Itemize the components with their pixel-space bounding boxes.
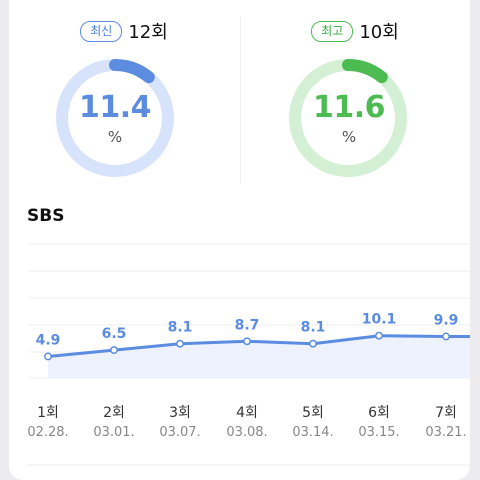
data-label: 4.9 (36, 333, 61, 349)
x-tick-date: 03.01. (93, 425, 134, 440)
x-tick-date: 02.28. (27, 425, 68, 440)
data-point (309, 339, 317, 348)
x-tick-date: 03.15. (358, 425, 399, 440)
data-point (110, 346, 118, 355)
data-label: 10.1 (362, 312, 397, 328)
data-point (442, 332, 450, 341)
latest-episode-count: 12회 (128, 22, 168, 43)
data-point (176, 339, 184, 348)
panel-divider (240, 16, 241, 184)
channel-title: SBS (27, 206, 65, 226)
data-point (44, 352, 52, 361)
x-tick-episode: 6회 (368, 405, 390, 421)
best-rating-value: 11.6 (312, 90, 386, 125)
x-tick-date: 03.07. (159, 425, 200, 440)
x-tick-episode: 3회 (169, 405, 191, 421)
latest-rating-ring (56, 59, 174, 177)
x-tick-episode: 4회 (236, 405, 258, 421)
series-line (47, 334, 470, 358)
latest-rating-value: 11.4 (78, 90, 152, 125)
x-tick-episode: 2회 (103, 405, 125, 421)
latest-ring-progress (56, 59, 174, 177)
data-label: 9.9 (434, 313, 459, 329)
ratings-line-chart: 4.9 6.5 8.1 8.7 8.1 10.1 9.9 1회 02.28. 2회 03.01. 3회… (27, 243, 470, 466)
x-tick-date: 03.14. (292, 425, 333, 440)
x-tick-episode: 1회 (37, 405, 59, 421)
data-label: 8.1 (168, 320, 193, 336)
latest-rating-header: 최신 12회 (9, 19, 239, 43)
ratings-card: 최신 12회 11.4 % 최고 10회 11.6 % SBS 4.9 6.5 8.… (9, 0, 470, 480)
data-label: 8.7 (235, 317, 260, 333)
x-tick-episode: 5회 (302, 405, 324, 421)
data-point (375, 331, 383, 340)
best-ring-progress (289, 59, 407, 177)
latest-badge: 최신 (80, 20, 123, 42)
x-tick-episode: 7회 (435, 405, 457, 421)
best-badge: 최고 (311, 20, 354, 42)
best-rating-ring (289, 59, 407, 177)
data-label: 8.1 (301, 320, 326, 336)
x-tick-date: 03.08. (226, 425, 267, 440)
latest-rating-unit: % (107, 128, 123, 146)
best-rating-header: 최고 10회 (240, 19, 470, 43)
best-episode-count: 10회 (359, 22, 399, 43)
data-label: 6.5 (102, 326, 127, 342)
best-rating-unit: % (341, 128, 357, 146)
data-point (243, 337, 251, 346)
x-tick-date: 03.21. (425, 425, 466, 440)
